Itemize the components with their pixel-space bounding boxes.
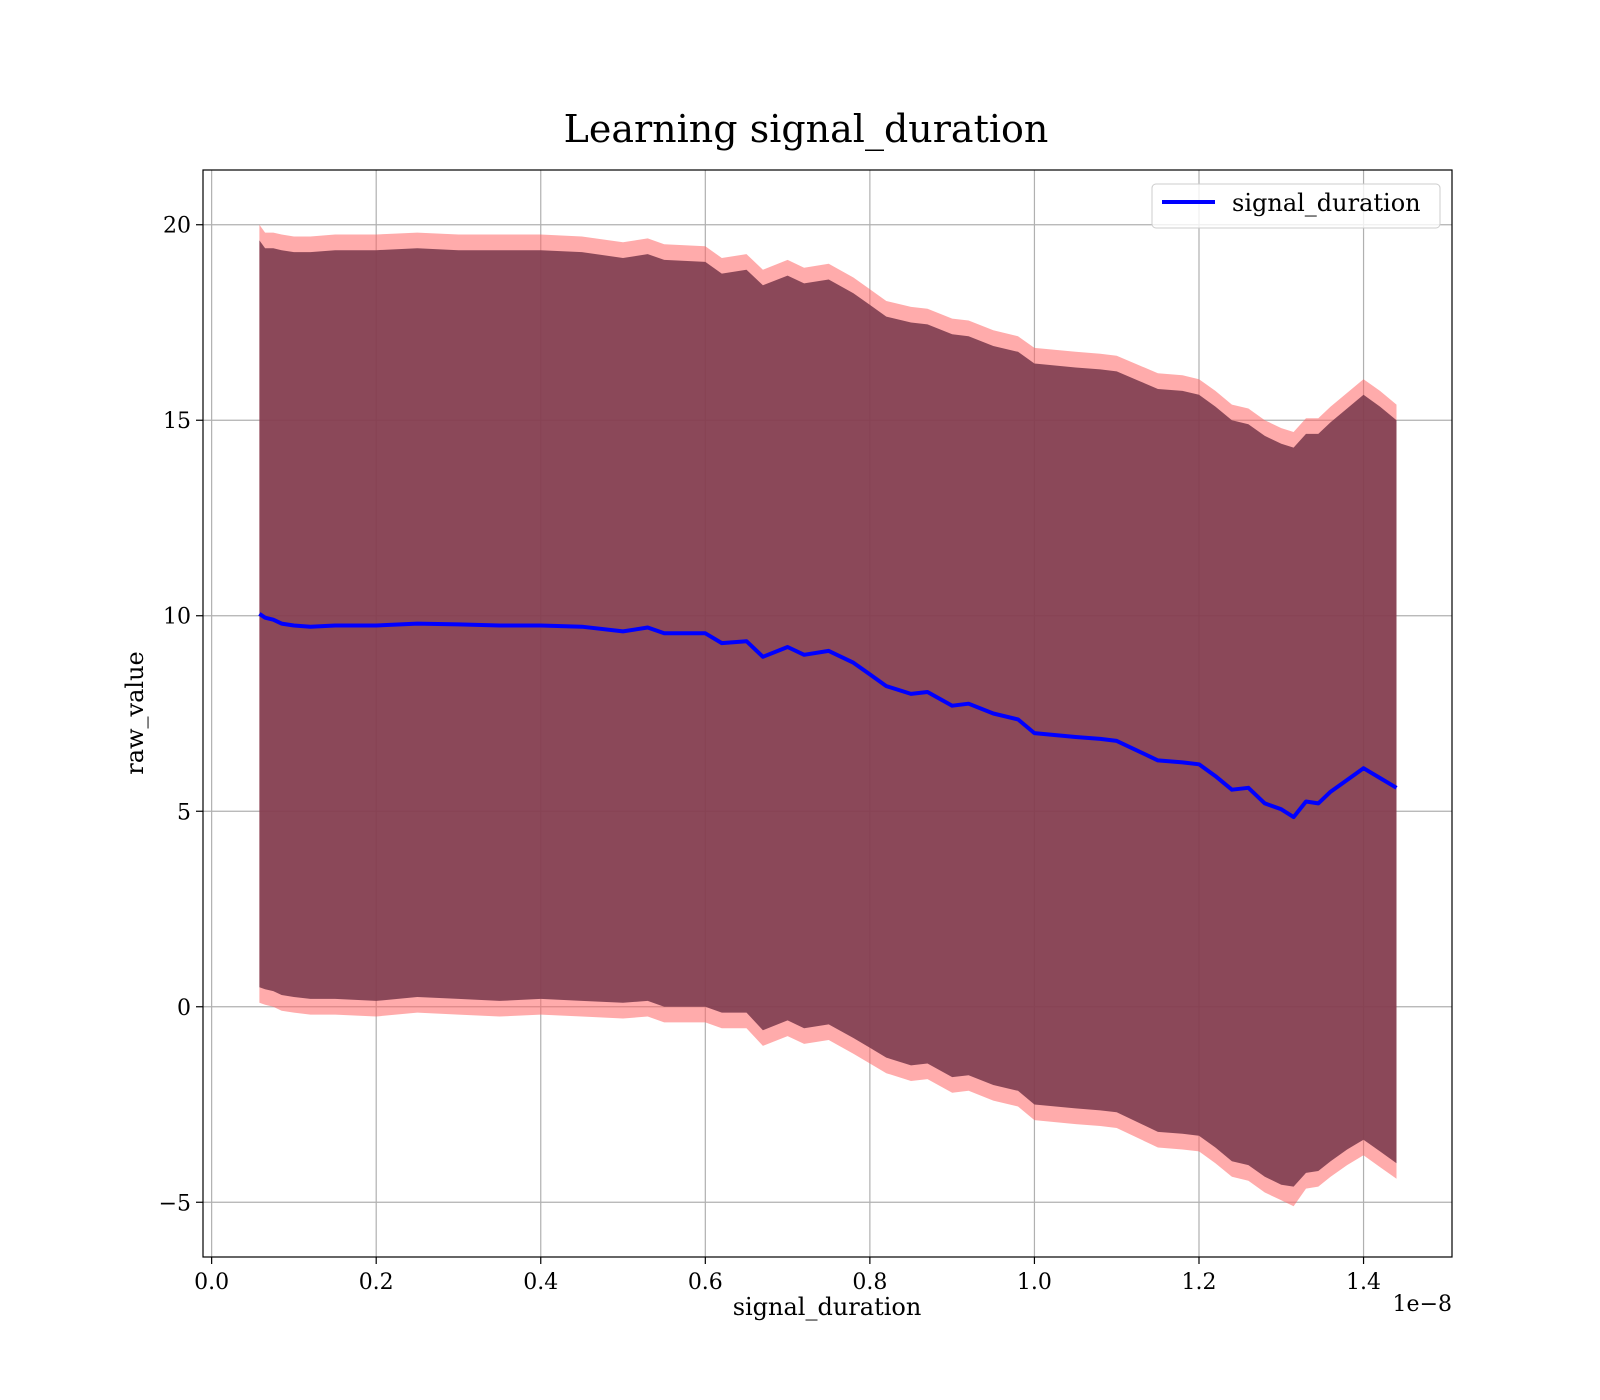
legend: signal_duration bbox=[1151, 183, 1441, 229]
x-tick-label-4: 0.8 bbox=[852, 1270, 887, 1295]
x-axis-label: signal_duration bbox=[733, 1293, 922, 1321]
y-axis-label: raw_value bbox=[121, 651, 149, 775]
x-tick-label-6: 1.2 bbox=[1181, 1270, 1216, 1295]
inner-band bbox=[259, 240, 1397, 1187]
x-tick-label-2: 0.4 bbox=[523, 1270, 558, 1295]
series-line-signal-duration bbox=[258, 612, 1398, 820]
x-offset-label: 1e−8 bbox=[1393, 1292, 1452, 1317]
x-tick-label-3: 0.6 bbox=[688, 1270, 723, 1295]
y-tick-label-3: 10 bbox=[163, 605, 191, 630]
x-tick-label-0: 0.0 bbox=[194, 1270, 229, 1295]
y-tick-label-4: 15 bbox=[163, 409, 191, 434]
legend-label: signal_duration bbox=[1232, 189, 1421, 217]
y-axis-ticks: −5 0 5 10 15 20 bbox=[159, 214, 203, 1216]
x-axis-ticks: 0.0 0.2 0.4 0.6 0.8 1.0 1.2 1.4 bbox=[194, 1257, 1381, 1295]
chart-title: Learning signal_duration bbox=[564, 107, 1049, 152]
y-tick-label-1: 0 bbox=[177, 996, 191, 1021]
y-tick-label-2: 5 bbox=[177, 800, 191, 825]
confidence-bands bbox=[259, 224, 1397, 1207]
x-tick-label-7: 1.4 bbox=[1346, 1270, 1381, 1295]
y-tick-label-0: −5 bbox=[159, 1191, 191, 1216]
plot-frame bbox=[202, 169, 1453, 1258]
legend-box bbox=[1151, 183, 1441, 229]
x-tick-label-1: 0.2 bbox=[359, 1270, 394, 1295]
x-tick-label-5: 1.0 bbox=[1017, 1270, 1052, 1295]
y-tick-label-5: 20 bbox=[163, 214, 191, 239]
series-lines bbox=[258, 612, 1398, 820]
